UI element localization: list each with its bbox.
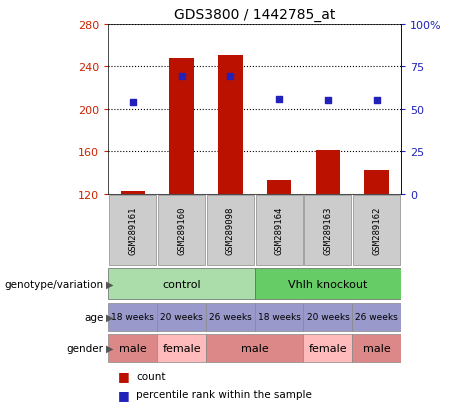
- Text: 20 weeks: 20 weeks: [307, 313, 349, 321]
- Bar: [218, 55, 242, 194]
- Text: ▶: ▶: [106, 312, 113, 322]
- FancyBboxPatch shape: [157, 303, 206, 331]
- Text: female: female: [162, 343, 201, 353]
- FancyBboxPatch shape: [304, 195, 351, 265]
- FancyBboxPatch shape: [254, 268, 401, 300]
- FancyBboxPatch shape: [157, 334, 206, 362]
- Text: 18 weeks: 18 weeks: [258, 313, 301, 321]
- FancyBboxPatch shape: [353, 195, 400, 265]
- Bar: [365, 171, 389, 194]
- Text: gender: gender: [67, 343, 104, 353]
- Text: Vhlh knockout: Vhlh knockout: [288, 279, 367, 289]
- Text: percentile rank within the sample: percentile rank within the sample: [136, 389, 312, 399]
- FancyBboxPatch shape: [303, 334, 352, 362]
- Point: [324, 98, 331, 104]
- Text: male: male: [241, 343, 269, 353]
- Title: GDS3800 / 1442785_at: GDS3800 / 1442785_at: [174, 8, 336, 22]
- Text: GSM289163: GSM289163: [323, 206, 332, 254]
- Bar: [267, 180, 291, 194]
- Text: 20 weeks: 20 weeks: [160, 313, 203, 321]
- Text: ▶: ▶: [106, 279, 113, 289]
- Text: age: age: [84, 312, 104, 322]
- Text: GSM289161: GSM289161: [128, 206, 137, 254]
- Bar: [316, 151, 340, 194]
- Text: 26 weeks: 26 weeks: [209, 313, 252, 321]
- FancyBboxPatch shape: [303, 303, 352, 331]
- FancyBboxPatch shape: [352, 303, 401, 331]
- Text: GSM289164: GSM289164: [275, 206, 284, 254]
- Text: female: female: [308, 343, 347, 353]
- Text: GSM289162: GSM289162: [372, 206, 381, 254]
- Text: male: male: [119, 343, 147, 353]
- Text: control: control: [162, 279, 201, 289]
- Point: [373, 98, 380, 104]
- Bar: [169, 59, 194, 194]
- FancyBboxPatch shape: [108, 334, 157, 362]
- Text: 26 weeks: 26 weeks: [355, 313, 398, 321]
- Text: genotype/variation: genotype/variation: [5, 279, 104, 289]
- FancyBboxPatch shape: [206, 334, 303, 362]
- FancyBboxPatch shape: [254, 303, 303, 331]
- FancyBboxPatch shape: [206, 303, 254, 331]
- FancyBboxPatch shape: [352, 334, 401, 362]
- FancyBboxPatch shape: [256, 195, 302, 265]
- FancyBboxPatch shape: [108, 268, 254, 300]
- FancyBboxPatch shape: [108, 303, 157, 331]
- Text: count: count: [136, 371, 165, 381]
- Text: GSM289098: GSM289098: [226, 206, 235, 254]
- FancyBboxPatch shape: [109, 195, 156, 265]
- Text: GSM289160: GSM289160: [177, 206, 186, 254]
- Point: [178, 74, 185, 81]
- Text: ▶: ▶: [106, 343, 113, 353]
- Text: ■: ■: [118, 388, 129, 401]
- Point: [129, 100, 136, 106]
- Point: [227, 74, 234, 81]
- Text: ■: ■: [118, 369, 129, 382]
- FancyBboxPatch shape: [207, 195, 254, 265]
- FancyBboxPatch shape: [158, 195, 205, 265]
- Text: 18 weeks: 18 weeks: [111, 313, 154, 321]
- Text: male: male: [363, 343, 390, 353]
- Bar: [120, 192, 145, 194]
- Point: [275, 96, 283, 102]
